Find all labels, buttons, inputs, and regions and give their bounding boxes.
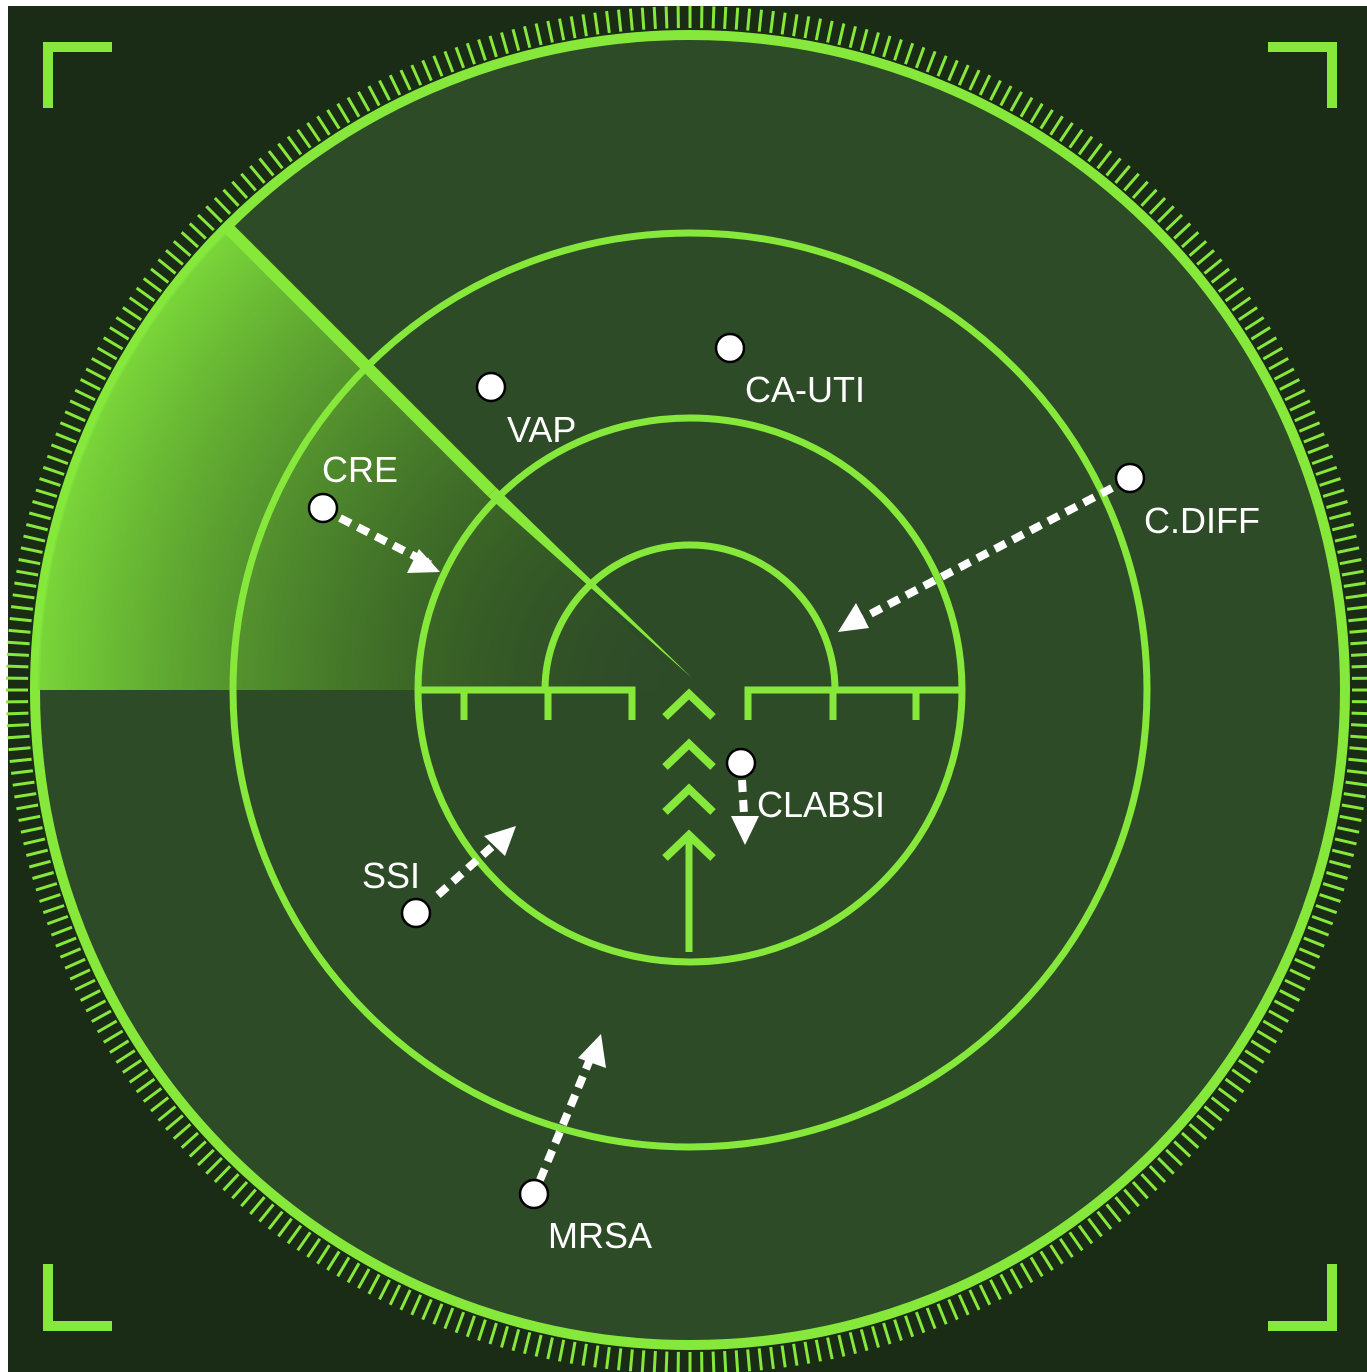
chevron-up-icon bbox=[662, 783, 716, 815]
blip-dot bbox=[475, 371, 507, 403]
arrowhead-ssi bbox=[484, 826, 516, 856]
blip-label: MRSA bbox=[548, 1215, 652, 1256]
blip-vap: VAP bbox=[475, 371, 576, 450]
corner-bracket-bottom-left bbox=[43, 1264, 112, 1331]
arrowhead-cre bbox=[407, 549, 440, 573]
arrowhead-mrsa bbox=[578, 1034, 606, 1068]
blip-dot bbox=[725, 747, 757, 779]
corner-bracket-bottom-right bbox=[1268, 1264, 1337, 1331]
chevron-up-icon bbox=[662, 738, 716, 770]
radar-sweep-edge bbox=[224, 224, 497, 497]
corner-brackets bbox=[43, 42, 1337, 1331]
blip-dot bbox=[714, 332, 746, 364]
corner-bracket-top-left bbox=[43, 42, 112, 108]
outer-tick-ring bbox=[6, 6, 1367, 1372]
arrowhead-clabsi bbox=[731, 816, 759, 845]
blip-dot bbox=[400, 897, 432, 929]
chevron-up-icon bbox=[662, 829, 716, 861]
blip-label: C.DIFF bbox=[1144, 500, 1260, 541]
arrow-mrsa bbox=[536, 1047, 597, 1182]
blip-clabsi: CLABSI bbox=[725, 747, 885, 825]
crosshair-right-bar bbox=[744, 686, 962, 720]
blip-dot bbox=[518, 1178, 550, 1210]
range-ring-inner-half bbox=[541, 541, 839, 691]
blip-label: VAP bbox=[507, 409, 576, 450]
crosshair bbox=[418, 686, 962, 952]
blip-cre: CRE bbox=[307, 449, 398, 524]
blip-label: CLABSI bbox=[757, 784, 885, 825]
blip-mrsa: MRSA bbox=[518, 1178, 652, 1256]
crosshair-left-bar bbox=[418, 686, 636, 720]
blip-dot bbox=[1114, 462, 1146, 494]
blip-dot bbox=[307, 492, 339, 524]
chevron-up-icon bbox=[662, 688, 716, 720]
arrow-ssi bbox=[435, 831, 509, 898]
arrow-heads bbox=[407, 549, 869, 1068]
blip-ssi: SSI bbox=[362, 855, 432, 929]
arrow-c-diff bbox=[850, 484, 1114, 626]
blip-label: CRE bbox=[322, 449, 398, 490]
corner-bracket-top-right bbox=[1268, 42, 1337, 108]
blip-label: SSI bbox=[362, 855, 420, 896]
range-ring-outer bbox=[229, 229, 1151, 1151]
blip-c-diff: C.DIFF bbox=[1114, 462, 1260, 541]
radar-sweep bbox=[38, 229, 690, 690]
chevron-up-icons bbox=[662, 688, 716, 861]
arrow-cre bbox=[338, 514, 435, 568]
blip-label: CA-UTI bbox=[745, 369, 865, 410]
blip-ca-uti: CA-UTI bbox=[714, 332, 865, 410]
arrowhead-c-diff bbox=[838, 603, 869, 632]
dial-tick-marks bbox=[6, 6, 1367, 1372]
blip-layer: CRE VAP CA-UTI C.DIFF CLABSI SSI MRSA bbox=[307, 332, 1260, 1256]
